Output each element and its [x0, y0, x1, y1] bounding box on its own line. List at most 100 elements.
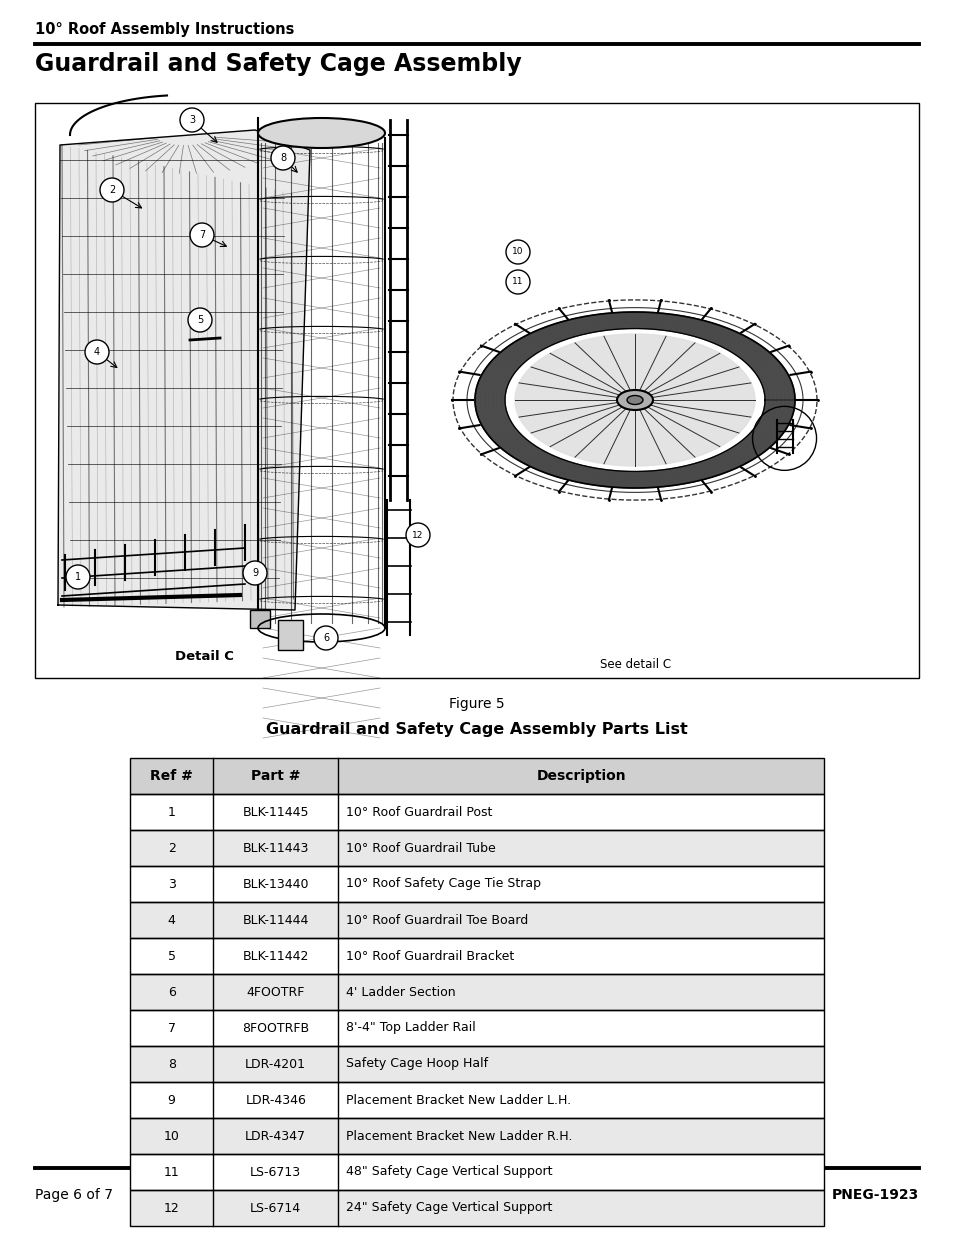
Bar: [130, 794, 823, 830]
Text: 1: 1: [75, 572, 81, 582]
Text: Part #: Part #: [251, 769, 300, 783]
Text: 8'-4" Top Ladder Rail: 8'-4" Top Ladder Rail: [346, 1021, 476, 1035]
Polygon shape: [475, 312, 794, 488]
Circle shape: [505, 270, 530, 294]
Circle shape: [505, 240, 530, 264]
Bar: [130, 866, 823, 902]
Text: BLK-11444: BLK-11444: [242, 914, 309, 926]
Text: LS-6714: LS-6714: [250, 1202, 301, 1214]
Text: 3: 3: [168, 878, 175, 890]
Bar: [130, 974, 823, 1010]
Text: 8: 8: [279, 153, 286, 163]
Text: BLK-11442: BLK-11442: [242, 950, 309, 962]
Text: 48" Safety Cage Vertical Support: 48" Safety Cage Vertical Support: [346, 1166, 552, 1178]
Text: Ref #: Ref #: [150, 769, 193, 783]
Bar: [130, 939, 823, 974]
Text: 10° Roof Guardrail Bracket: 10° Roof Guardrail Bracket: [346, 950, 514, 962]
Text: 11: 11: [512, 278, 523, 287]
Text: 10° Roof Safety Cage Tie Strap: 10° Roof Safety Cage Tie Strap: [346, 878, 540, 890]
Bar: [130, 1191, 823, 1226]
Bar: [130, 1082, 823, 1118]
Text: 2: 2: [109, 185, 115, 195]
Text: PNEG-1923: PNEG-1923: [831, 1188, 918, 1202]
Text: 5: 5: [168, 950, 175, 962]
Text: LDR-4346: LDR-4346: [245, 1093, 306, 1107]
Text: 4' Ladder Section: 4' Ladder Section: [346, 986, 456, 999]
Text: Page 6 of 7: Page 6 of 7: [35, 1188, 112, 1202]
Polygon shape: [515, 333, 754, 466]
Text: 1: 1: [168, 805, 175, 819]
Text: 10° Roof Guardrail Tube: 10° Roof Guardrail Tube: [346, 841, 496, 855]
Ellipse shape: [626, 395, 642, 405]
Bar: [130, 1010, 823, 1046]
Circle shape: [243, 561, 267, 585]
Bar: [130, 1118, 823, 1153]
Bar: [130, 902, 823, 939]
Bar: [250, 610, 270, 629]
Text: BLK-13440: BLK-13440: [242, 878, 309, 890]
Ellipse shape: [617, 390, 652, 410]
Text: LS-6713: LS-6713: [250, 1166, 301, 1178]
Text: 4: 4: [93, 347, 100, 357]
Text: Guardrail and Safety Cage Assembly: Guardrail and Safety Cage Assembly: [35, 52, 521, 77]
Circle shape: [85, 340, 109, 364]
Bar: [277, 620, 303, 650]
Text: LDR-4347: LDR-4347: [245, 1130, 306, 1142]
Circle shape: [406, 522, 430, 547]
Bar: [130, 1153, 823, 1191]
Text: 12: 12: [412, 531, 423, 540]
Text: 2: 2: [168, 841, 175, 855]
Ellipse shape: [257, 119, 385, 148]
Text: 4FOOTRF: 4FOOTRF: [246, 986, 305, 999]
Text: 24" Safety Cage Vertical Support: 24" Safety Cage Vertical Support: [346, 1202, 552, 1214]
Bar: [130, 1153, 823, 1191]
Bar: [130, 1082, 823, 1118]
Text: 3: 3: [189, 115, 194, 125]
Bar: [130, 1046, 823, 1082]
Text: Guardrail and Safety Cage Assembly Parts List: Guardrail and Safety Cage Assembly Parts…: [266, 722, 687, 737]
Bar: [130, 758, 823, 794]
Text: 9: 9: [168, 1093, 175, 1107]
Circle shape: [314, 626, 337, 650]
Bar: [130, 1010, 823, 1046]
Bar: [35, 103, 918, 678]
Bar: [130, 902, 823, 939]
Text: Description: Description: [536, 769, 625, 783]
Text: 4: 4: [168, 914, 175, 926]
Bar: [130, 974, 823, 1010]
Text: 7: 7: [198, 230, 205, 240]
Circle shape: [190, 224, 213, 247]
Text: LDR-4201: LDR-4201: [245, 1057, 306, 1071]
Text: 10: 10: [164, 1130, 179, 1142]
Bar: [130, 794, 823, 830]
Text: Placement Bracket New Ladder R.H.: Placement Bracket New Ladder R.H.: [346, 1130, 572, 1142]
Text: 10° Roof Assembly Instructions: 10° Roof Assembly Instructions: [35, 22, 294, 37]
Bar: [130, 830, 823, 866]
Text: 10: 10: [512, 247, 523, 257]
Bar: [130, 758, 823, 794]
Text: Detail C: Detail C: [174, 650, 233, 663]
Polygon shape: [58, 130, 310, 610]
Text: 11: 11: [164, 1166, 179, 1178]
Text: 8FOOTRFB: 8FOOTRFB: [242, 1021, 309, 1035]
Bar: [130, 939, 823, 974]
Circle shape: [100, 178, 124, 203]
Text: 12: 12: [164, 1202, 179, 1214]
Circle shape: [66, 564, 90, 589]
Circle shape: [188, 308, 212, 332]
Text: 10° Roof Guardrail Post: 10° Roof Guardrail Post: [346, 805, 492, 819]
Bar: [130, 1046, 823, 1082]
Bar: [130, 1191, 823, 1226]
Text: 6: 6: [168, 986, 175, 999]
Text: 6: 6: [323, 634, 329, 643]
Text: Safety Cage Hoop Half: Safety Cage Hoop Half: [346, 1057, 488, 1071]
Bar: [130, 1118, 823, 1153]
Text: 9: 9: [252, 568, 258, 578]
Circle shape: [271, 146, 294, 170]
Text: 7: 7: [168, 1021, 175, 1035]
Text: See detail C: See detail C: [599, 658, 670, 671]
Text: 5: 5: [196, 315, 203, 325]
Bar: [130, 866, 823, 902]
Text: BLK-11445: BLK-11445: [242, 805, 309, 819]
Text: Placement Bracket New Ladder L.H.: Placement Bracket New Ladder L.H.: [346, 1093, 571, 1107]
